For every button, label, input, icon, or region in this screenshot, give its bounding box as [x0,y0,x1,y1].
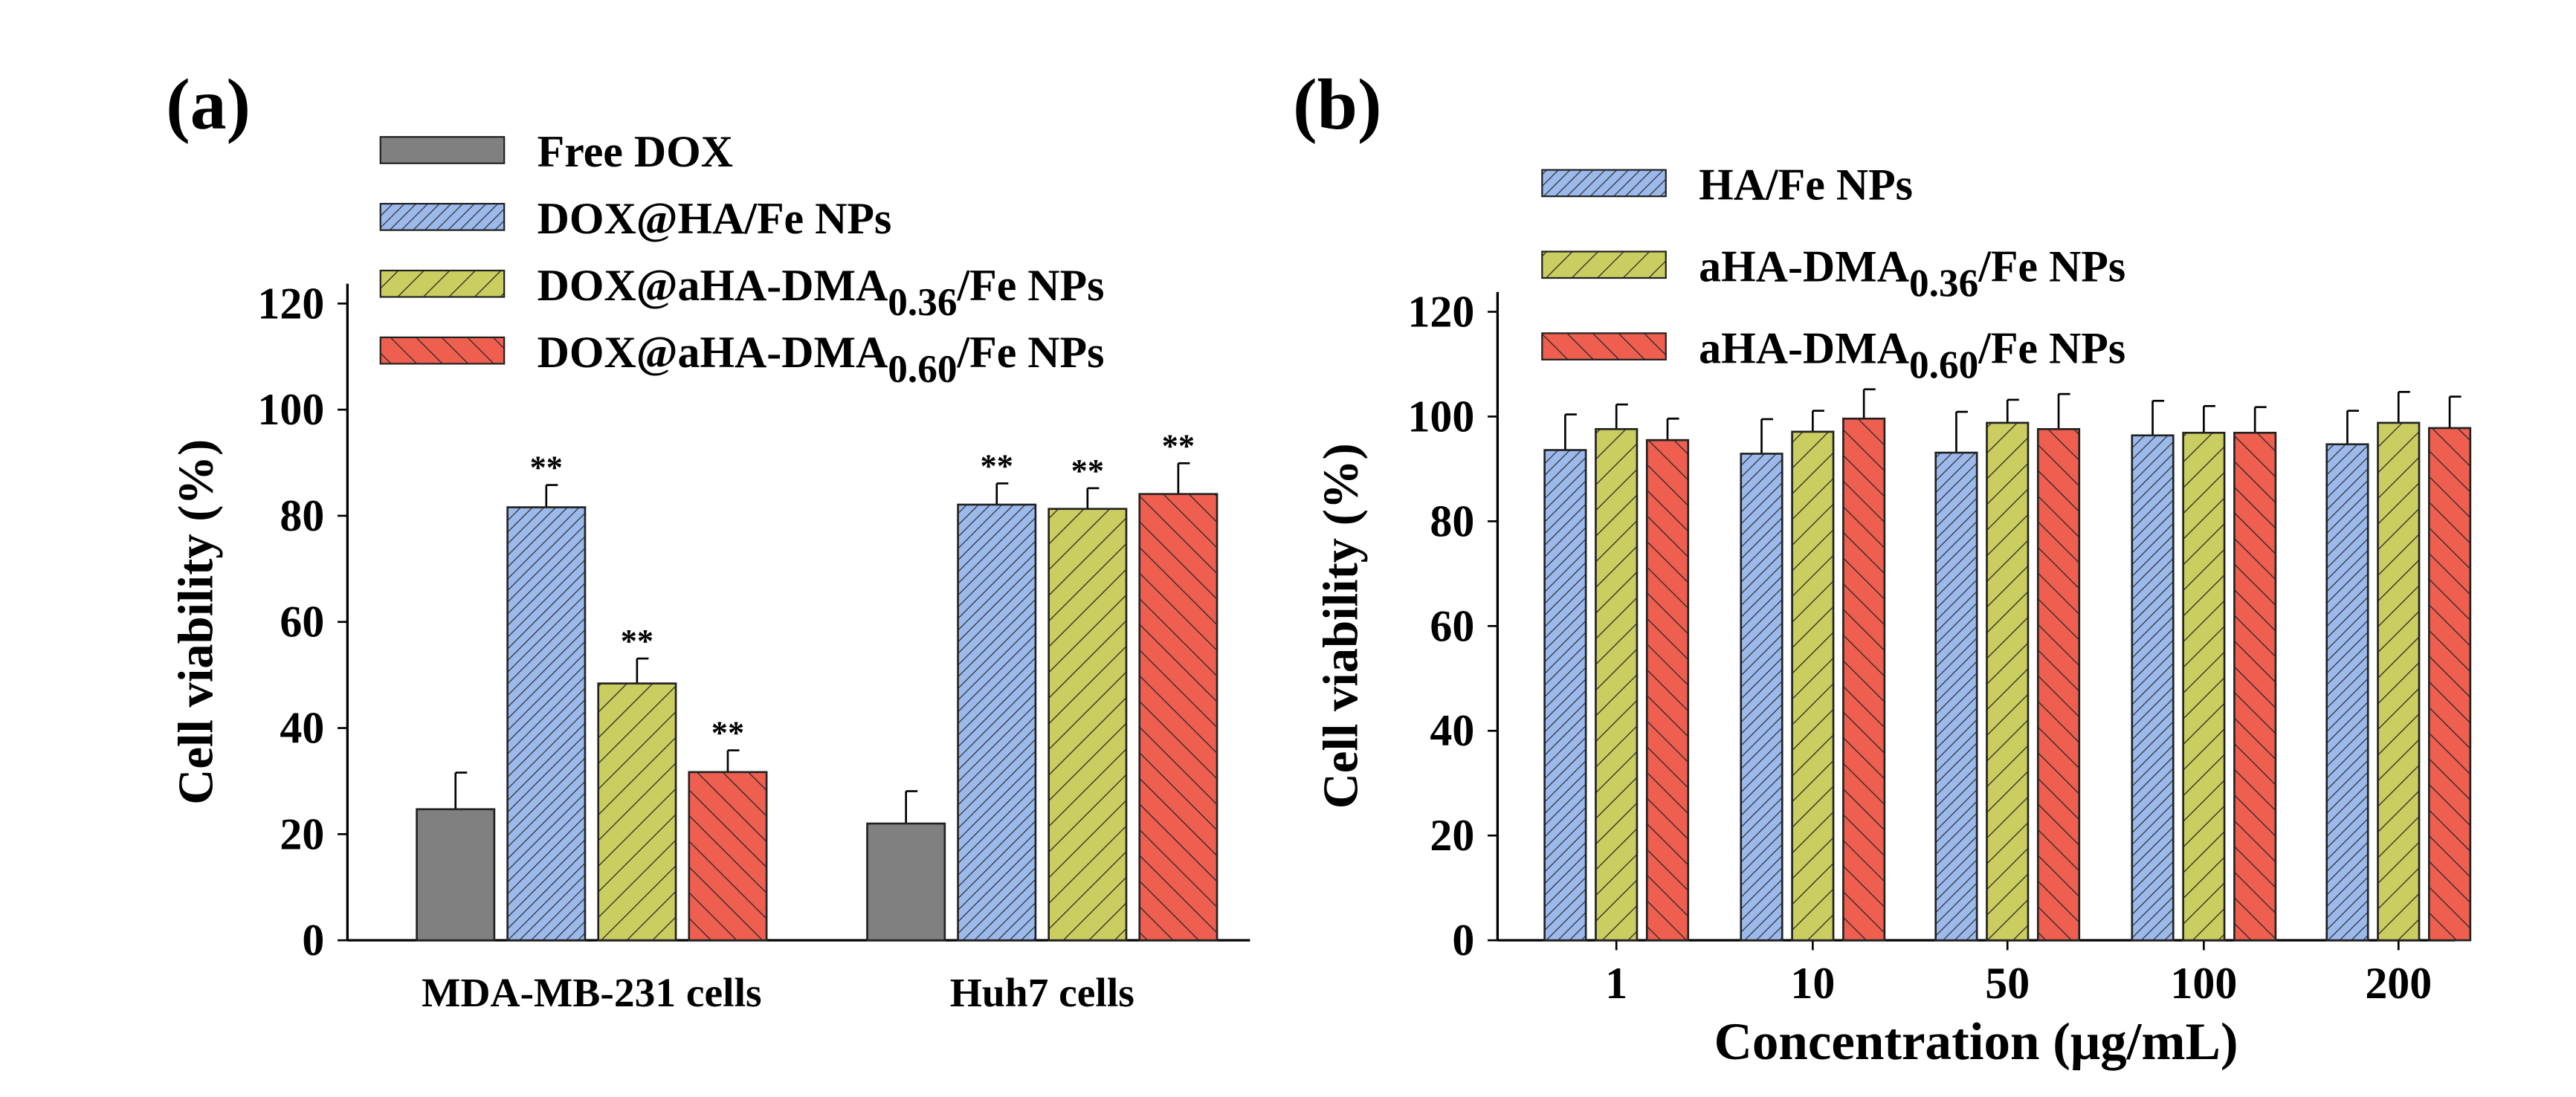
legend-swatch [379,336,506,365]
y-tick-label: 120 [257,279,324,328]
x-tick-label: 100 [2170,959,2237,1008]
legend-swatch [1541,250,1667,279]
significance-mark: ** [711,714,744,751]
y-tick-label: 60 [280,598,324,647]
x-axis-label: Concentration (μg/mL) [1714,1013,2238,1071]
bar-red [1645,439,1690,942]
y-tick-label: 80 [280,491,324,540]
panel-a: (a) 0 20 40 60 80 100 120 Cell viability (%) Free… [166,65,1250,1016]
significance-mark: ** [1162,427,1195,464]
bar-red [2233,431,2277,942]
bar-blue [2325,443,2369,942]
y-tick-label: 0 [1452,916,1474,965]
x-tick-label: Huh7 cells [950,971,1134,1016]
bar-blue [1740,453,1783,942]
y-tick-label: 20 [280,809,324,858]
bar-red [688,771,768,942]
legend-label: DOX@aHA-DMA0.60/Fe NPs [538,328,1105,391]
bar-blue [2131,434,2175,942]
significance-mark: ** [621,622,653,659]
y-axis-label: Cell viability (%) [1314,443,1369,809]
legend-label: aHA-DMA0.60/Fe NPs [1699,323,2125,386]
bar-green [1047,508,1128,942]
legend-label: aHA-DMA0.36/Fe NPs [1699,242,2125,305]
bar-green [2377,421,2421,942]
legend-swatch [379,203,506,231]
legend-swatch [379,269,506,298]
x-tick-label: 1 [1605,959,1627,1008]
legend-label: DOX@aHA-DMA0.36/Fe NPs [538,261,1105,324]
legend-label: DOX@HA/Fe NPs [538,194,892,243]
y-tick-label: 80 [1430,496,1474,546]
bar-red [2036,428,2081,942]
y-axis-label: Cell viability (%) [169,439,223,805]
panel-label: (a) [166,65,251,145]
legend-label: HA/Fe NPs [1699,161,1913,210]
panel-b: (b) 0 20 40 60 80 100 120 Cell viability (%) Conc… [1293,65,2472,1071]
bar-red [2427,427,2472,942]
bar-blue [506,506,587,942]
bar-free [866,822,946,942]
legend-swatch [1541,332,1667,360]
panel-label: (b) [1293,65,1381,145]
bar-green [1791,430,1835,942]
bar-red [1842,417,1886,942]
legend-label: Free DOX [538,127,733,176]
significance-mark: ** [530,449,563,486]
y-tick-label: 20 [1430,811,1474,860]
y-tick-label: 40 [1430,706,1474,755]
x-tick-label: 200 [2365,959,2432,1008]
legend-swatch [379,136,506,164]
x-tick-label: 10 [1790,959,1835,1008]
x-tick-label: MDA-MB-231 cells [422,971,761,1016]
y-tick-label: 40 [280,704,324,753]
legend-swatch [1541,169,1667,198]
bar-green [1986,421,2030,942]
y-tick-label: 60 [1430,601,1474,650]
bar-green [1595,428,1639,942]
significance-mark: ** [1071,452,1104,489]
bar-green [2182,431,2226,942]
bar-free [416,808,496,942]
bar-blue [1934,451,1978,942]
bar-blue [1543,449,1587,942]
significance-mark: ** [981,447,1013,485]
y-tick-label: 120 [1407,287,1474,336]
y-tick-label: 100 [1407,392,1474,441]
y-tick-label: 0 [302,916,324,965]
bar-green [597,682,677,942]
x-tick-label: 50 [1985,959,2030,1008]
y-tick-label: 100 [257,385,324,434]
bar-blue [957,503,1037,942]
bar-red [1138,493,1218,942]
